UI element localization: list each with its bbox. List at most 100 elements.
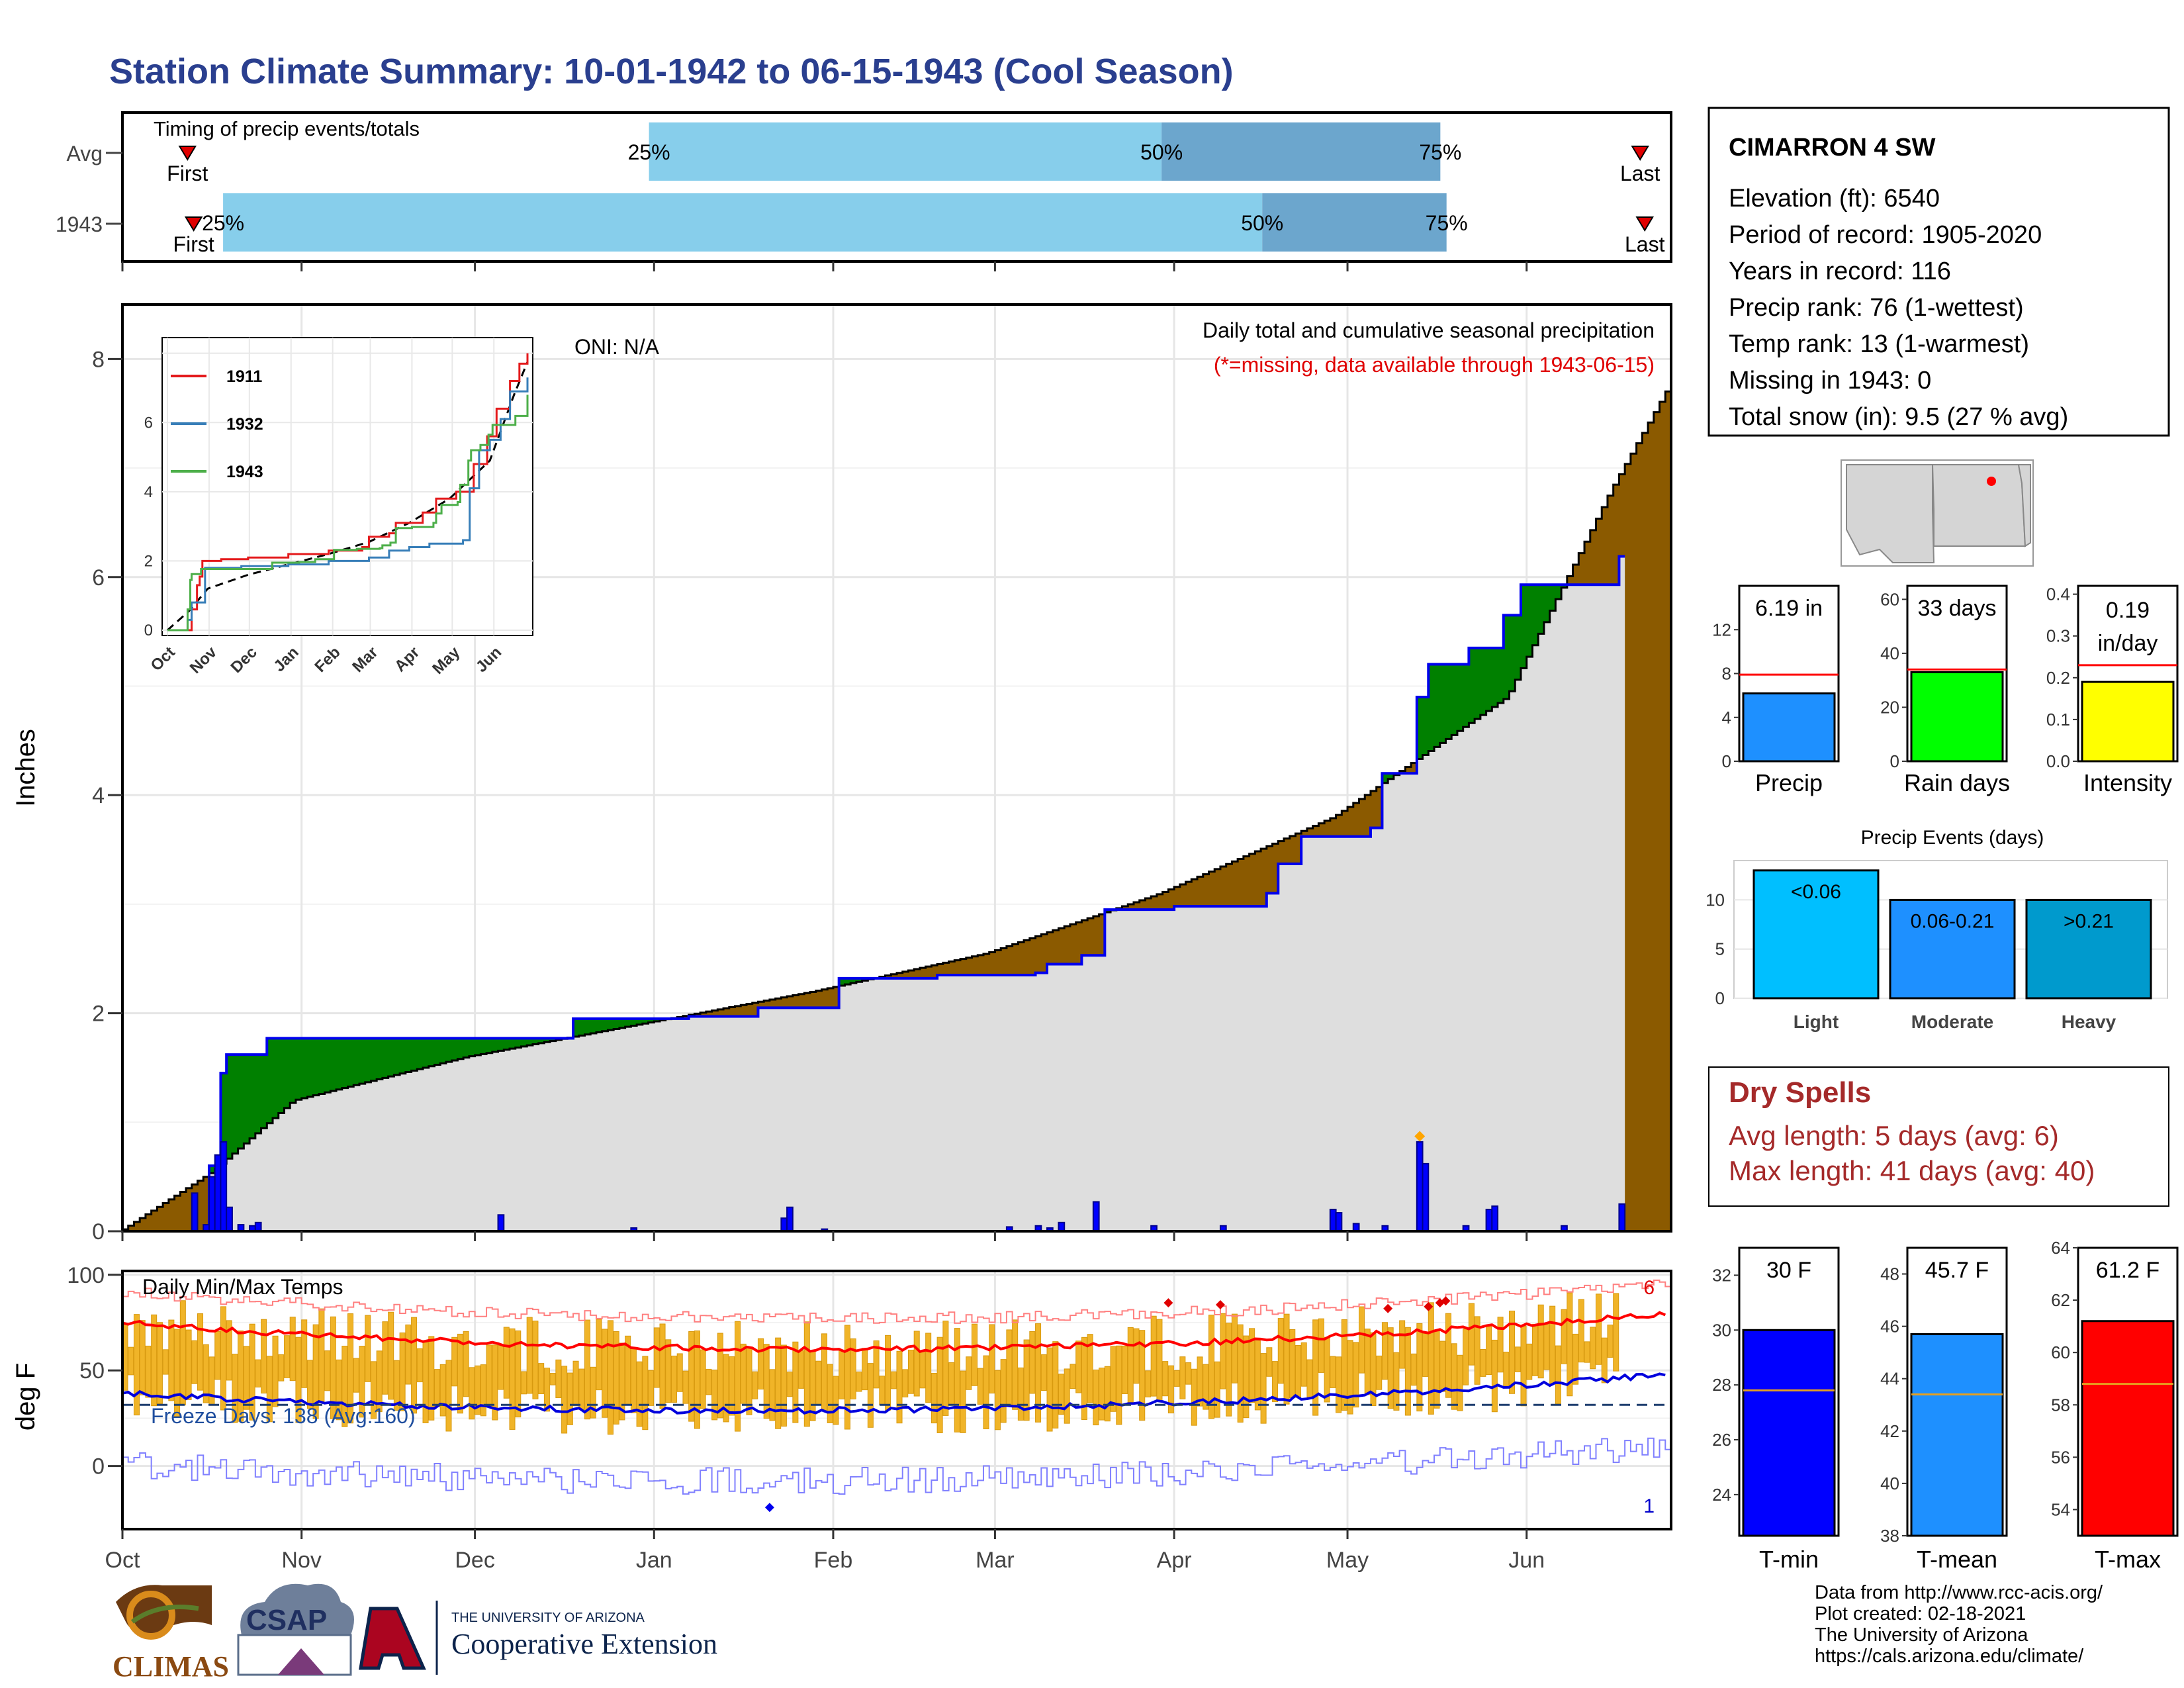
daily-temp-bar [1254, 1340, 1261, 1411]
temp-bar-value [1910, 1333, 2004, 1537]
temp-bar-tick: 54 [2051, 1499, 2070, 1519]
daily-temp-bar [532, 1321, 539, 1399]
daily-temp-bar [492, 1344, 498, 1421]
temp-bar-tick: 60 [2051, 1342, 2070, 1362]
daily-precip-bar [1335, 1212, 1343, 1232]
timing-label: Timing of precip events/totals [154, 117, 420, 140]
daily-temp-bar [433, 1369, 441, 1407]
daily-temp-bar [520, 1371, 527, 1395]
daily-precip-bar [226, 1206, 233, 1232]
daily-temp-bar [151, 1314, 158, 1407]
daily-temp-bar [543, 1368, 550, 1412]
timing-bar-50-75 [1262, 193, 1447, 252]
daily-temp-bar [844, 1325, 850, 1430]
daily-temp-bar [1572, 1333, 1579, 1385]
inset-y-tick: 2 [144, 552, 153, 570]
daily-temp-bar [1237, 1324, 1244, 1423]
temp-bar-label: T-max [2095, 1546, 2161, 1573]
daily-temp-bar [1312, 1319, 1319, 1416]
daily-temp-bar [723, 1354, 729, 1423]
daily-temp-bar [1266, 1347, 1273, 1377]
record-high-marker [1163, 1298, 1173, 1308]
daily-temp-bar [688, 1331, 695, 1422]
daily-temp-bar [411, 1317, 418, 1414]
daily-temp-bar [1023, 1339, 1030, 1421]
daily-temp-bar [1457, 1354, 1463, 1411]
daily-temp-bar [659, 1323, 666, 1409]
daily-precip-bar [1092, 1201, 1100, 1233]
station-info-box: CIMARRON 4 SW Elevation (ft): 6540 Period… [1707, 107, 2170, 437]
daily-temp-bar [642, 1356, 649, 1430]
daily-temp-bar [931, 1372, 937, 1424]
daily-temp-bar [266, 1356, 273, 1423]
footer-line: The University of Arizona [1815, 1624, 2028, 1646]
daily-temp-bar [405, 1324, 412, 1385]
daily-temp-bar [960, 1370, 966, 1433]
temp-bar-value-text: 30 F [1766, 1258, 1811, 1283]
daily-temp-bar [1185, 1362, 1192, 1385]
daily-temp-bar [1179, 1356, 1186, 1399]
daily-temp-bar [1486, 1325, 1492, 1376]
daily-temp-bar [821, 1333, 828, 1411]
daily-temp-bar [509, 1328, 516, 1430]
precip-ylabel: Inches [11, 729, 40, 807]
first-marker [184, 216, 203, 232]
daily-temp-bar [786, 1372, 793, 1397]
daily-temp-bar [1549, 1305, 1556, 1384]
daily-temp-bar [214, 1331, 221, 1380]
daily-temp-bar [584, 1319, 591, 1420]
inset-y-tick: 0 [144, 622, 153, 639]
daily-temp-bar [382, 1321, 388, 1395]
daily-temp-bar [1052, 1341, 1059, 1429]
station-location-dot [1987, 477, 1996, 486]
daily-temp-bar [203, 1344, 209, 1403]
daily-temp-bar [890, 1371, 897, 1389]
daily-temp-bar [1150, 1315, 1157, 1397]
record-high-marker [1215, 1300, 1225, 1309]
inset-y-tick: 6 [144, 414, 153, 432]
daily-temp-bar [1509, 1310, 1516, 1394]
events-bar-label: Light [1794, 1011, 1839, 1032]
events-bar [1752, 869, 1880, 1000]
temp-ylabel: deg F [11, 1363, 40, 1430]
temp-bar-value [1742, 1329, 1836, 1537]
daily-temp-bar [757, 1338, 764, 1390]
average-min-line [122, 1372, 1666, 1415]
footer-line: Data from http://www.rcc-acis.org/ [1815, 1582, 2103, 1603]
daily-temp-bar [1393, 1352, 1400, 1411]
daily-temp-bar [255, 1359, 261, 1387]
mini-bar-tick: 0.4 [2046, 585, 2070, 604]
daily-temp-bar [1093, 1370, 1099, 1426]
daily-temp-bar [1220, 1313, 1226, 1389]
daily-temp-bar [1099, 1368, 1105, 1421]
daily-temp-bar [272, 1335, 279, 1407]
station-info-line: Missing in 1943: 0 [1729, 367, 1931, 395]
daily-precip-bar [497, 1214, 505, 1232]
daily-temp-bar [330, 1316, 336, 1419]
daily-temp-bar [393, 1360, 400, 1411]
climas-logo: CLIMAS [113, 1585, 229, 1683]
timing-panel: Avg 25% 50% 75% First Last 1943 25% 50% 75% First L… [56, 111, 1672, 271]
daily-temp-bar [636, 1361, 643, 1427]
daily-temp-bar [896, 1350, 903, 1424]
inset-y-tick: 4 [144, 483, 153, 501]
precip-subtitle: (*=missing, data available through 1943-… [1214, 353, 1655, 377]
temp-bar-label: T-min [1759, 1546, 1819, 1573]
daily-temp-bar [867, 1363, 874, 1428]
daily-temp-bar [359, 1346, 365, 1418]
daily-temp-bar [1567, 1292, 1573, 1397]
daily-temp-bar [578, 1368, 585, 1410]
daily-temp-bar [1156, 1319, 1163, 1402]
events-tick: 0 [1715, 988, 1725, 1008]
mini-bar-value-text: in/day [2098, 631, 2158, 656]
temp-panel: Daily Min/Max Temps Freeze Days: 138 (Av… [11, 1231, 1672, 1573]
temp-bar-tick: 28 [1712, 1375, 1731, 1395]
daily-temp-bar [1613, 1293, 1619, 1372]
daily-temp-bar [1104, 1366, 1111, 1422]
temp-bar-tick: 44 [1880, 1369, 1899, 1389]
daily-temp-bar [208, 1356, 215, 1405]
temp-bar-value [2081, 1320, 2175, 1537]
average-cumulative-line [121, 390, 1671, 1231]
daily-precip-bar [191, 1192, 199, 1232]
